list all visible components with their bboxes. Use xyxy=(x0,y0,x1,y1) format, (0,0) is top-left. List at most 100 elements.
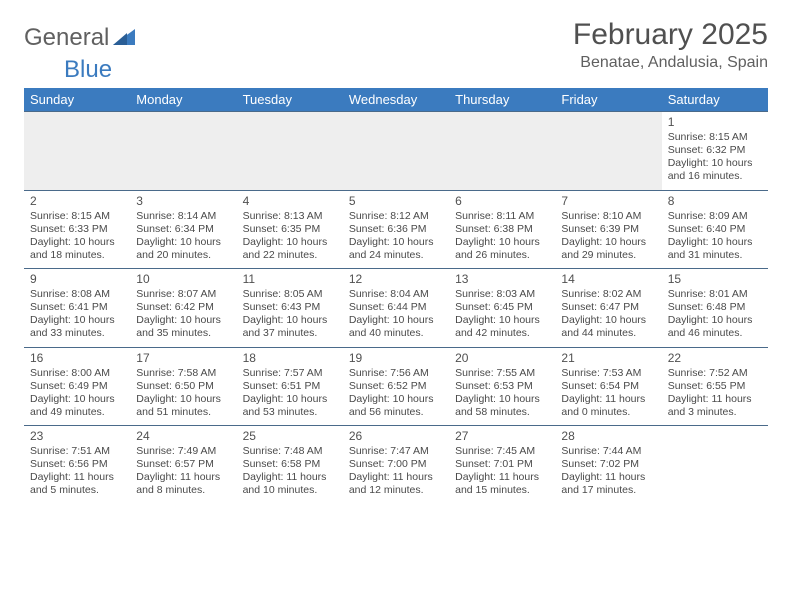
calendar-day-cell: 12Sunrise: 8:04 AMSunset: 6:44 PMDayligh… xyxy=(343,269,449,348)
sunset-text: Sunset: 6:41 PM xyxy=(30,301,124,314)
day-number: 25 xyxy=(243,429,337,444)
daylight-text: Daylight: 11 hours xyxy=(136,471,230,484)
calendar-day-cell: 22Sunrise: 7:52 AMSunset: 6:55 PMDayligh… xyxy=(662,347,768,426)
daylight-text: Daylight: 10 hours xyxy=(136,236,230,249)
daylight-text: and 8 minutes. xyxy=(136,484,230,497)
day-number: 5 xyxy=(349,194,443,209)
daylight-text: and 31 minutes. xyxy=(668,249,762,262)
calendar-day-cell: 15Sunrise: 8:01 AMSunset: 6:48 PMDayligh… xyxy=(662,269,768,348)
day-number: 10 xyxy=(136,272,230,287)
sunrise-text: Sunrise: 8:00 AM xyxy=(30,367,124,380)
daylight-text: and 44 minutes. xyxy=(561,327,655,340)
sunrise-text: Sunrise: 8:14 AM xyxy=(136,210,230,223)
sunrise-text: Sunrise: 8:03 AM xyxy=(455,288,549,301)
sunset-text: Sunset: 6:36 PM xyxy=(349,223,443,236)
day-number: 28 xyxy=(561,429,655,444)
calendar-day-cell xyxy=(449,112,555,191)
day-number: 9 xyxy=(30,272,124,287)
logo-text-blue: Blue xyxy=(64,56,112,83)
calendar-day-cell: 18Sunrise: 7:57 AMSunset: 6:51 PMDayligh… xyxy=(237,347,343,426)
calendar-day-cell: 1Sunrise: 8:15 AMSunset: 6:32 PMDaylight… xyxy=(662,112,768,191)
sunrise-text: Sunrise: 8:12 AM xyxy=(349,210,443,223)
sunrise-text: Sunrise: 7:49 AM xyxy=(136,445,230,458)
day-number: 2 xyxy=(30,194,124,209)
sunset-text: Sunset: 6:54 PM xyxy=(561,380,655,393)
calendar-day-cell: 19Sunrise: 7:56 AMSunset: 6:52 PMDayligh… xyxy=(343,347,449,426)
sunset-text: Sunset: 6:58 PM xyxy=(243,458,337,471)
calendar-day-cell: 2Sunrise: 8:15 AMSunset: 6:33 PMDaylight… xyxy=(24,190,130,269)
sunset-text: Sunset: 6:57 PM xyxy=(136,458,230,471)
calendar-day-cell: 24Sunrise: 7:49 AMSunset: 6:57 PMDayligh… xyxy=(130,426,236,504)
weekday-header: Thursday xyxy=(449,88,555,112)
daylight-text: and 49 minutes. xyxy=(30,406,124,419)
daylight-text: Daylight: 11 hours xyxy=(455,471,549,484)
calendar-day-cell: 7Sunrise: 8:10 AMSunset: 6:39 PMDaylight… xyxy=(555,190,661,269)
weekday-header-row: Sunday Monday Tuesday Wednesday Thursday… xyxy=(24,88,768,112)
daylight-text: and 40 minutes. xyxy=(349,327,443,340)
daylight-text: and 16 minutes. xyxy=(668,170,762,183)
calendar-day-cell: 25Sunrise: 7:48 AMSunset: 6:58 PMDayligh… xyxy=(237,426,343,504)
sunset-text: Sunset: 7:01 PM xyxy=(455,458,549,471)
calendar-day-cell xyxy=(130,112,236,191)
sunrise-text: Sunrise: 7:51 AM xyxy=(30,445,124,458)
calendar-day-cell: 6Sunrise: 8:11 AMSunset: 6:38 PMDaylight… xyxy=(449,190,555,269)
daylight-text: and 58 minutes. xyxy=(455,406,549,419)
daylight-text: and 15 minutes. xyxy=(455,484,549,497)
sunrise-text: Sunrise: 7:44 AM xyxy=(561,445,655,458)
daylight-text: Daylight: 10 hours xyxy=(30,236,124,249)
daylight-text: and 53 minutes. xyxy=(243,406,337,419)
daylight-text: and 24 minutes. xyxy=(349,249,443,262)
day-number: 15 xyxy=(668,272,762,287)
daylight-text: Daylight: 10 hours xyxy=(349,393,443,406)
sunset-text: Sunset: 6:42 PM xyxy=(136,301,230,314)
sunset-text: Sunset: 6:38 PM xyxy=(455,223,549,236)
calendar-day-cell: 13Sunrise: 8:03 AMSunset: 6:45 PMDayligh… xyxy=(449,269,555,348)
sunrise-text: Sunrise: 8:15 AM xyxy=(30,210,124,223)
sunset-text: Sunset: 6:43 PM xyxy=(243,301,337,314)
daylight-text: Daylight: 10 hours xyxy=(668,157,762,170)
calendar-week-row: 23Sunrise: 7:51 AMSunset: 6:56 PMDayligh… xyxy=(24,426,768,504)
weekday-header: Friday xyxy=(555,88,661,112)
calendar-body: 1Sunrise: 8:15 AMSunset: 6:32 PMDaylight… xyxy=(24,112,768,504)
calendar-day-cell: 14Sunrise: 8:02 AMSunset: 6:47 PMDayligh… xyxy=(555,269,661,348)
day-number: 24 xyxy=(136,429,230,444)
daylight-text: and 37 minutes. xyxy=(243,327,337,340)
sunrise-text: Sunrise: 7:53 AM xyxy=(561,367,655,380)
daylight-text: Daylight: 10 hours xyxy=(455,236,549,249)
sunset-text: Sunset: 6:52 PM xyxy=(349,380,443,393)
calendar-day-cell: 8Sunrise: 8:09 AMSunset: 6:40 PMDaylight… xyxy=(662,190,768,269)
weekday-header: Saturday xyxy=(662,88,768,112)
weekday-header: Sunday xyxy=(24,88,130,112)
sunset-text: Sunset: 6:35 PM xyxy=(243,223,337,236)
daylight-text: and 12 minutes. xyxy=(349,484,443,497)
daylight-text: Daylight: 11 hours xyxy=(243,471,337,484)
daylight-text: Daylight: 10 hours xyxy=(349,236,443,249)
day-number: 21 xyxy=(561,351,655,366)
daylight-text: Daylight: 10 hours xyxy=(243,314,337,327)
daylight-text: and 26 minutes. xyxy=(455,249,549,262)
daylight-text: and 42 minutes. xyxy=(455,327,549,340)
daylight-text: and 20 minutes. xyxy=(136,249,230,262)
sunrise-text: Sunrise: 7:45 AM xyxy=(455,445,549,458)
sunset-text: Sunset: 6:40 PM xyxy=(668,223,762,236)
sunrise-text: Sunrise: 8:05 AM xyxy=(243,288,337,301)
day-number: 18 xyxy=(243,351,337,366)
sunrise-text: Sunrise: 8:01 AM xyxy=(668,288,762,301)
calendar-day-cell: 27Sunrise: 7:45 AMSunset: 7:01 PMDayligh… xyxy=(449,426,555,504)
daylight-text: and 46 minutes. xyxy=(668,327,762,340)
sunrise-text: Sunrise: 7:47 AM xyxy=(349,445,443,458)
sunset-text: Sunset: 6:39 PM xyxy=(561,223,655,236)
page-title: February 2025 xyxy=(573,18,768,52)
logo: General xyxy=(24,24,135,52)
sunrise-text: Sunrise: 8:07 AM xyxy=(136,288,230,301)
sunrise-text: Sunrise: 8:13 AM xyxy=(243,210,337,223)
sunrise-text: Sunrise: 7:48 AM xyxy=(243,445,337,458)
calendar-week-row: 16Sunrise: 8:00 AMSunset: 6:49 PMDayligh… xyxy=(24,347,768,426)
calendar-day-cell: 16Sunrise: 8:00 AMSunset: 6:49 PMDayligh… xyxy=(24,347,130,426)
weekday-header: Tuesday xyxy=(237,88,343,112)
calendar-day-cell xyxy=(343,112,449,191)
daylight-text: and 56 minutes. xyxy=(349,406,443,419)
calendar-day-cell: 20Sunrise: 7:55 AMSunset: 6:53 PMDayligh… xyxy=(449,347,555,426)
daylight-text: and 5 minutes. xyxy=(30,484,124,497)
daylight-text: Daylight: 10 hours xyxy=(243,236,337,249)
